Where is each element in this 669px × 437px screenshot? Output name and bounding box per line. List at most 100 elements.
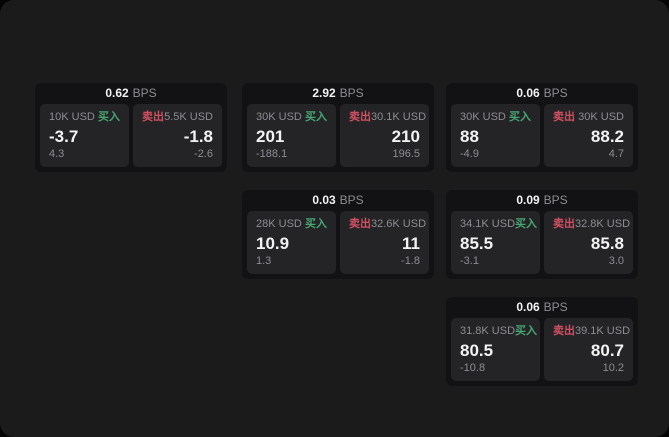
quote-panels: 30K USD 买入 88 -4.9 卖出 30K USD 88.2 4.7 [446, 104, 638, 172]
sell-price: 80.7 [590, 341, 624, 360]
quote-panels: 10K USD 买入 -3.7 4.3 卖出 5.5K USD -1.8 -2.… [35, 104, 227, 172]
sell-change: 10.2 [602, 362, 624, 374]
sell-amount: 32.6K USD [371, 218, 427, 230]
sell-quote-panel[interactable]: 卖出 32.6K USD 11 -1.8 [340, 211, 429, 274]
sell-label: 卖出 [349, 111, 371, 123]
bps-unit: BPS [339, 193, 364, 207]
sell-label: 卖出 [142, 111, 164, 123]
buy-panel-top: 30K USD 买入 [460, 111, 531, 124]
sell-amount: 30K USD [578, 111, 624, 123]
bps-value: 0.09 [516, 193, 540, 207]
buy-price: 85.5 [460, 234, 494, 253]
buy-label: 买入 [509, 111, 531, 123]
buy-price: 80.5 [460, 341, 494, 360]
sell-quote-panel[interactable]: 卖出 39.1K USD 80.7 10.2 [544, 318, 633, 381]
sell-change: -2.6 [194, 148, 213, 160]
bps-header: 0.62 BPS [35, 83, 227, 104]
sell-panel-top: 卖出 32.6K USD [349, 218, 426, 231]
buy-quote-panel[interactable]: 28K USD 买入 10.9 1.3 [247, 211, 336, 274]
buy-amount: 28K USD [256, 218, 302, 230]
buy-change: -10.8 [460, 362, 486, 374]
bps-header: 0.06 BPS [446, 297, 638, 318]
quote-card: 0.09 BPS 34.1K USD 买入 85.5 -3.1 卖出 32.8K… [446, 190, 638, 279]
sell-label: 卖出 [553, 325, 575, 337]
sell-panel-top: 卖出 30K USD [553, 111, 624, 124]
buy-quote-panel[interactable]: 34.1K USD 买入 85.5 -3.1 [451, 211, 540, 274]
bps-unit: BPS [543, 193, 568, 207]
sell-label: 卖出 [553, 111, 575, 123]
buy-change: 1.3 [256, 255, 272, 267]
sell-change: 3.0 [608, 255, 624, 267]
sell-amount: 32.8K USD [575, 218, 631, 230]
quote-card: 0.06 BPS 31.8K USD 买入 80.5 -10.8 卖出 39.1… [446, 297, 638, 386]
buy-panel-top: 34.1K USD 买入 [460, 218, 537, 231]
sell-panel-top: 卖出 5.5K USD [142, 111, 213, 124]
quote-card: 0.06 BPS 30K USD 买入 88 -4.9 卖出 30K USD 8… [446, 83, 638, 172]
buy-panel-top: 30K USD 买入 [256, 111, 327, 124]
buy-price: 201 [256, 127, 285, 146]
quote-card: 0.62 BPS 10K USD 买入 -3.7 4.3 卖出 5.5K USD… [35, 83, 227, 172]
sell-amount: 39.1K USD [575, 325, 631, 337]
buy-quote-panel[interactable]: 31.8K USD 买入 80.5 -10.8 [451, 318, 540, 381]
sell-amount: 30.1K USD [371, 111, 427, 123]
buy-amount: 30K USD [256, 111, 302, 123]
buy-label: 买入 [515, 325, 538, 337]
bps-unit: BPS [132, 86, 157, 100]
buy-panel-top: 31.8K USD 买入 [460, 325, 537, 338]
bps-header: 0.03 BPS [242, 190, 434, 211]
buy-amount: 30K USD [460, 111, 506, 123]
bps-value: 0.06 [516, 300, 540, 314]
buy-quote-panel[interactable]: 10K USD 买入 -3.7 4.3 [40, 104, 129, 167]
sell-price: -1.8 [183, 127, 213, 146]
quote-card: 2.92 BPS 30K USD 买入 201 -188.1 卖出 30.1K … [242, 83, 434, 172]
buy-change: 4.3 [49, 148, 65, 160]
quote-panels: 28K USD 买入 10.9 1.3 卖出 32.6K USD 11 -1.8 [242, 211, 434, 279]
sell-price: 210 [391, 127, 420, 146]
sell-quote-panel[interactable]: 卖出 5.5K USD -1.8 -2.6 [133, 104, 222, 167]
sell-price: 11 [402, 234, 420, 253]
sell-amount: 5.5K USD [164, 111, 213, 123]
sell-change: -1.8 [401, 255, 420, 267]
bps-header: 0.06 BPS [446, 83, 638, 104]
bps-header: 0.09 BPS [446, 190, 638, 211]
buy-label: 买入 [305, 111, 327, 123]
bps-unit: BPS [543, 300, 568, 314]
bps-header: 2.92 BPS [242, 83, 434, 104]
buy-quote-panel[interactable]: 30K USD 买入 88 -4.9 [451, 104, 540, 167]
sell-quote-panel[interactable]: 卖出 30K USD 88.2 4.7 [544, 104, 633, 167]
sell-quote-panel[interactable]: 卖出 30.1K USD 210 196.5 [340, 104, 429, 167]
sell-quote-panel[interactable]: 卖出 32.8K USD 85.8 3.0 [544, 211, 633, 274]
sell-price: 88.2 [590, 127, 624, 146]
buy-amount: 34.1K USD [460, 218, 516, 230]
bps-unit: BPS [543, 86, 568, 100]
sell-label: 卖出 [553, 218, 575, 230]
quote-panels: 31.8K USD 买入 80.5 -10.8 卖出 39.1K USD 80.… [446, 318, 638, 386]
buy-label: 买入 [515, 218, 538, 230]
bps-value: 0.62 [105, 86, 129, 100]
sell-change: 196.5 [392, 148, 420, 160]
buy-panel-top: 28K USD 买入 [256, 218, 327, 231]
buy-quote-panel[interactable]: 30K USD 买入 201 -188.1 [247, 104, 336, 167]
buy-change: -3.1 [460, 255, 479, 267]
quote-panels: 30K USD 买入 201 -188.1 卖出 30.1K USD 210 1… [242, 104, 434, 172]
buy-label: 买入 [98, 111, 120, 123]
bps-value: 0.03 [312, 193, 336, 207]
sell-label: 卖出 [349, 218, 371, 230]
sell-panel-top: 卖出 39.1K USD [553, 325, 630, 338]
sell-panel-top: 卖出 30.1K USD [349, 111, 426, 124]
bps-value: 0.06 [516, 86, 540, 100]
buy-price: 10.9 [256, 234, 290, 253]
quote-panels: 34.1K USD 买入 85.5 -3.1 卖出 32.8K USD 85.8… [446, 211, 638, 279]
buy-change: -4.9 [460, 148, 479, 160]
buy-amount: 31.8K USD [460, 325, 516, 337]
bps-unit: BPS [339, 86, 364, 100]
buy-panel-top: 10K USD 买入 [49, 111, 120, 124]
quote-card: 0.03 BPS 28K USD 买入 10.9 1.3 卖出 32.6K US… [242, 190, 434, 279]
sell-price: 85.8 [590, 234, 624, 253]
buy-change: -188.1 [256, 148, 288, 160]
buy-amount: 10K USD [49, 111, 95, 123]
buy-price: 88 [460, 127, 479, 146]
sell-change: 4.7 [608, 148, 624, 160]
sell-panel-top: 卖出 32.8K USD [553, 218, 630, 231]
bps-value: 2.92 [312, 86, 336, 100]
